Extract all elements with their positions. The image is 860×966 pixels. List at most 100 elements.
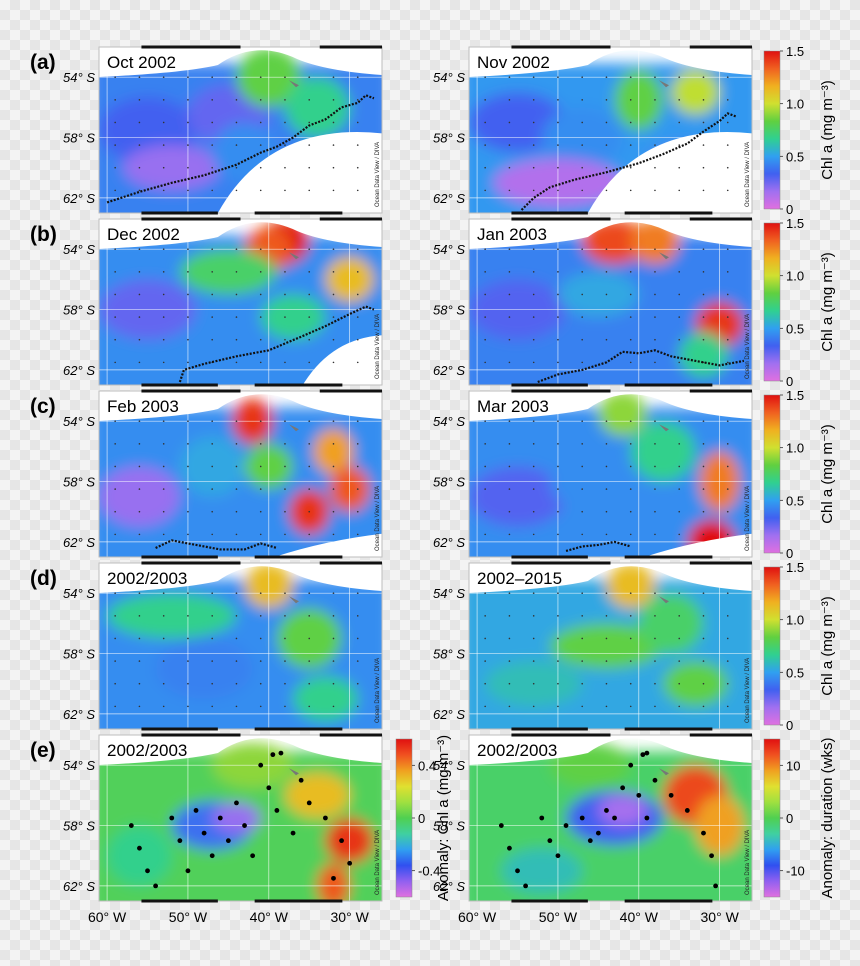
station-dot [356, 76, 359, 78]
colorbar-tick-label: 0 [786, 718, 793, 733]
field-blob [313, 428, 354, 475]
station-dot [557, 443, 559, 445]
station-dot [138, 144, 141, 146]
panel-title: 2002/2003 [107, 741, 187, 760]
station-dot [581, 76, 583, 78]
station-dot [508, 76, 511, 78]
station-dot [308, 705, 311, 708]
field-blob [501, 848, 583, 894]
station-marker [579, 815, 585, 821]
station-dot [187, 705, 189, 708]
station-dot [187, 420, 189, 422]
station-dot [605, 293, 608, 296]
station-dot [508, 338, 511, 341]
odv-watermark: Ocean Data View / DIVA [375, 830, 381, 895]
station-dot [235, 316, 238, 318]
blank-top [469, 563, 752, 593]
station-dot [654, 443, 656, 445]
station-dot [259, 166, 262, 169]
station-dot [629, 420, 632, 422]
station-dot [308, 121, 311, 124]
station-dot [332, 166, 335, 169]
station-dot [211, 592, 213, 594]
station-dot [235, 615, 238, 617]
station-dot [235, 338, 238, 341]
station-dot [557, 144, 559, 146]
station-dot [484, 121, 486, 124]
station-dot [308, 660, 311, 662]
station-dot [332, 533, 335, 536]
station-dot [308, 615, 311, 617]
station-dot [235, 293, 238, 296]
station-dot [605, 637, 608, 640]
station-dot [508, 533, 511, 536]
station-dot [259, 682, 262, 685]
station-dot [259, 510, 262, 513]
station-dot [308, 637, 311, 640]
station-dot [508, 592, 511, 594]
station-dot [235, 660, 238, 662]
station-dot [259, 533, 262, 536]
station-dot [235, 144, 238, 146]
station-dot [678, 166, 681, 169]
station-dot [235, 592, 238, 594]
chl-field [469, 219, 752, 385]
station-dot [211, 465, 213, 468]
station-dot [114, 166, 116, 169]
station-dot [581, 248, 583, 250]
colorbar-title: Chl a (mg m⁻³) [819, 596, 836, 696]
station-dot [211, 420, 213, 422]
station-dot [332, 76, 335, 78]
station-dot [162, 316, 165, 318]
station-marker [604, 808, 609, 813]
station-dot [356, 338, 359, 341]
station-dot [162, 510, 165, 513]
station-dot [356, 248, 359, 250]
station-dot [332, 443, 335, 445]
station-dot [532, 121, 535, 124]
station-marker [258, 762, 264, 768]
station-dot [508, 615, 511, 617]
station-dot [284, 338, 286, 341]
ice-edge-track [565, 540, 632, 553]
station-dot [332, 361, 335, 364]
ice-edge-track [155, 539, 278, 551]
station-marker [652, 777, 658, 783]
station-dot [284, 533, 286, 536]
station-dot [484, 166, 486, 169]
station-dot [356, 488, 359, 490]
panel-title: Feb 2003 [107, 397, 179, 416]
station-dot [114, 316, 116, 318]
station-dot [235, 189, 238, 192]
station-dot [284, 682, 286, 685]
station-dot [702, 144, 705, 146]
station-dot [162, 615, 165, 617]
station-dot [678, 121, 681, 124]
station-dot [162, 99, 165, 101]
station-dot [654, 293, 656, 296]
colorbar-tick-label: -10 [786, 864, 805, 879]
station-dot [356, 510, 359, 513]
station-dot [308, 271, 311, 273]
station-dot [356, 293, 359, 296]
station-dot [211, 248, 213, 250]
station-dot [308, 99, 311, 101]
station-dot [629, 76, 632, 78]
station-dot [356, 316, 359, 318]
station-dot [235, 420, 238, 422]
station-dot [678, 465, 681, 468]
colorbar-tick-label: 0 [786, 374, 793, 389]
station-dot [162, 121, 165, 124]
map-panel-1-1 [469, 219, 752, 385]
station-dot [581, 615, 583, 617]
station-dot [581, 271, 583, 273]
lat-tick-label: 58° S [63, 819, 95, 834]
field-blob [155, 638, 253, 699]
station-dot [702, 248, 705, 250]
station-dot [654, 705, 656, 708]
station-dot [726, 637, 729, 640]
station-marker [270, 752, 276, 758]
station-dot [162, 144, 165, 146]
lon-tick-label: 30° W [701, 909, 740, 925]
station-dot [162, 293, 165, 296]
